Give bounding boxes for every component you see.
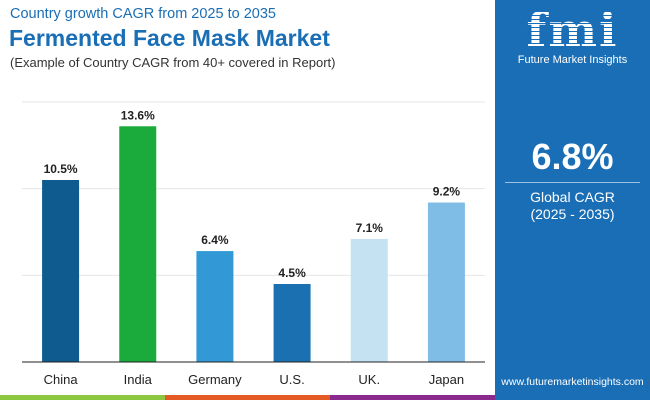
website-link[interactable]: www.futuremarketinsights.com	[501, 376, 644, 388]
x-tick-label-4: UK.	[358, 372, 380, 387]
data-label-2: 6.4%	[201, 233, 229, 247]
chart-subtitle: Country growth CAGR from 2025 to 2035	[10, 6, 276, 22]
stripe-orange	[165, 395, 330, 400]
data-label-0: 10.5%	[44, 162, 78, 176]
data-label-3: 4.5%	[278, 266, 306, 280]
x-tick-label-1: India	[124, 372, 153, 387]
bar-3	[273, 284, 311, 362]
data-label-1: 13.6%	[121, 108, 155, 122]
data-label-5: 9.2%	[433, 185, 461, 199]
fmi-logo: fmi Future Market Insights	[495, 4, 650, 66]
bar-4	[350, 238, 388, 362]
bar-2	[196, 251, 234, 362]
chart-title: Fermented Face Mask Market	[9, 25, 330, 51]
stripe-green	[0, 395, 165, 400]
x-tick-label-3: U.S.	[279, 372, 304, 387]
bar-0	[42, 180, 80, 362]
x-tick-label-2: Germany	[188, 372, 242, 387]
chart-note: (Example of Country CAGR from 40+ covere…	[10, 55, 336, 70]
bar-chart: 10.5% China 13.6% India 6.4% Germany 4.5% U.S. 7…	[22, 101, 485, 387]
summary-panel: fmi Future Market Insights 6.8% Global C…	[495, 0, 650, 400]
bar-5	[427, 202, 465, 362]
data-label-4: 7.1%	[356, 221, 384, 235]
global-cagr-value: 6.8%	[531, 136, 614, 177]
x-tick-label-5: Japan	[429, 372, 464, 387]
stripe-purple	[330, 395, 495, 400]
global-cagr-label: Global CAGR	[530, 189, 615, 205]
logo-mark: fmi	[495, 4, 650, 56]
global-cagr-years: (2025 - 2035)	[530, 206, 615, 222]
divider	[505, 182, 640, 183]
x-tick-label-0: China	[44, 372, 79, 387]
bar-1	[119, 126, 157, 363]
logo-text: Future Market Insights	[517, 54, 628, 66]
